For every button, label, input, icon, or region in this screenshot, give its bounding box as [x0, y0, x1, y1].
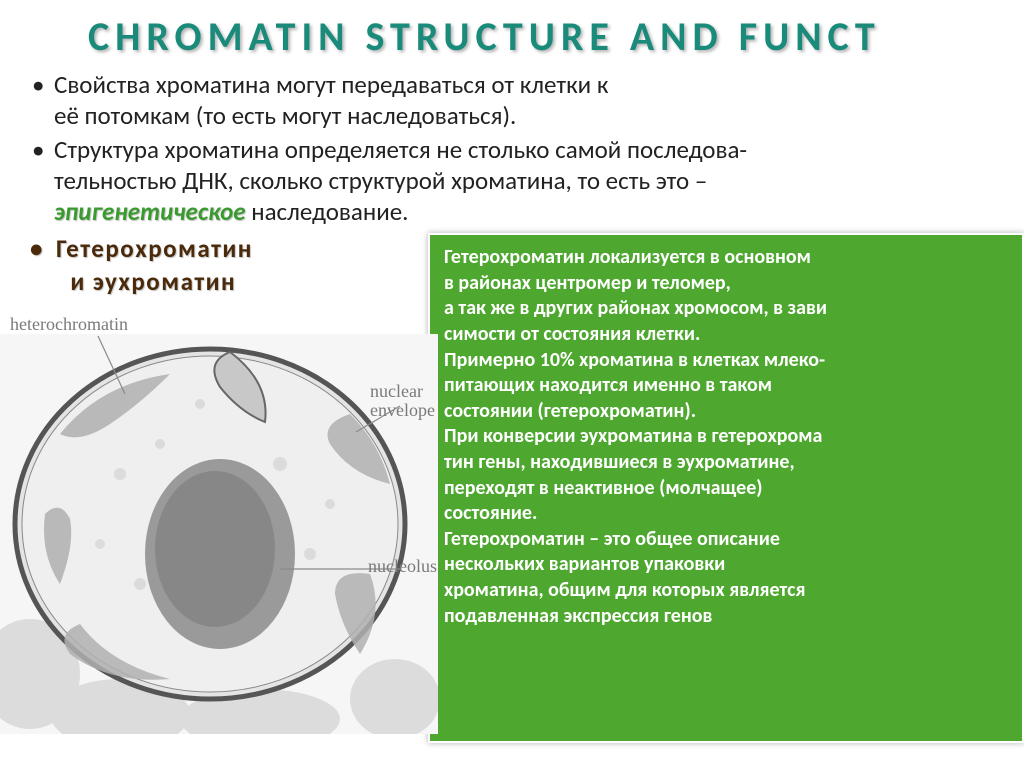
- gb-l3: а так же в других районах хромосом, в за…: [444, 296, 1014, 322]
- green-info-box: Гетерохроматин локализуется в основном в…: [428, 233, 1024, 743]
- gb-l15: подавленная экспрессия генов: [444, 604, 1014, 630]
- gb-l1: Гетерохроматин локализуется в основном: [444, 245, 1014, 271]
- gb-l13: нескольких вариантов упаковки: [444, 552, 1014, 578]
- gb-l8: При конверсии эухроматина в гетерохрома: [444, 424, 1014, 450]
- slide-title: CHROMATIN STRUCTURE AND FUNCT: [0, 0, 1024, 65]
- gb-l11: состояние.: [444, 501, 1014, 527]
- subhead-line-2: и эухроматин: [70, 266, 236, 297]
- gb-l14: хроматина, общим для которых является: [444, 578, 1014, 604]
- gb-l5: Примерно 10% хроматина в клетках млеко-: [444, 348, 1014, 374]
- bullet-2-line-2: тельностью ДНК, сколько структурой хрома…: [54, 165, 707, 196]
- gb-l12: Гетерохроматин – это общее описание: [444, 527, 1014, 553]
- label-nucleolus: nucleolus: [368, 556, 437, 577]
- gb-l2: в районах центромер и теломер,: [444, 271, 1014, 297]
- gb-l9: тин гены, находившиеся в эухроматине,: [444, 450, 1014, 476]
- left-column: Гетерохроматин и эухроматин: [0, 233, 428, 743]
- bullet-2-epi: эпигенетическое: [54, 196, 246, 227]
- bullet-2-line-1: Структура хроматина определяется не стол…: [54, 134, 747, 165]
- gb-l7: состоянии (гетерохроматин).: [444, 399, 1014, 425]
- subhead-line-1: Гетерохроматин: [56, 233, 253, 264]
- bullet-list: Свойства хроматина могут передаваться от…: [0, 65, 1024, 227]
- bullet-1-line-2: её потомкам (то есть могут наследоваться…: [54, 100, 516, 131]
- bullet-1-line-1: Свойства хроматина могут передаваться от…: [54, 69, 608, 100]
- label-nuclear-envelope-1: nuclear: [370, 381, 423, 401]
- gb-l6: питающих находится именно в таком: [444, 373, 1014, 399]
- label-nuclear-envelope-2: envelope: [370, 400, 435, 420]
- bullet-2-tail: наследование.: [246, 196, 409, 227]
- gb-l10: переходят в неактивное (молчащее): [444, 476, 1014, 502]
- bullet-2: Структура хроматина определяется не стол…: [28, 134, 1004, 228]
- mid-row: Гетерохроматин и эухроматин: [0, 233, 1024, 743]
- label-heterochromatin: heterochromatin: [10, 314, 128, 335]
- subhead: Гетерохроматин и эухроматин: [28, 233, 428, 298]
- nucleus-diagram: heterochromatin nuclear envelope nucleol…: [0, 304, 438, 734]
- bullet-1: Свойства хроматина могут передаваться от…: [28, 69, 1004, 132]
- gb-l4: симости от состояния клетки.: [444, 322, 1014, 348]
- nucleus-svg: [0, 304, 438, 734]
